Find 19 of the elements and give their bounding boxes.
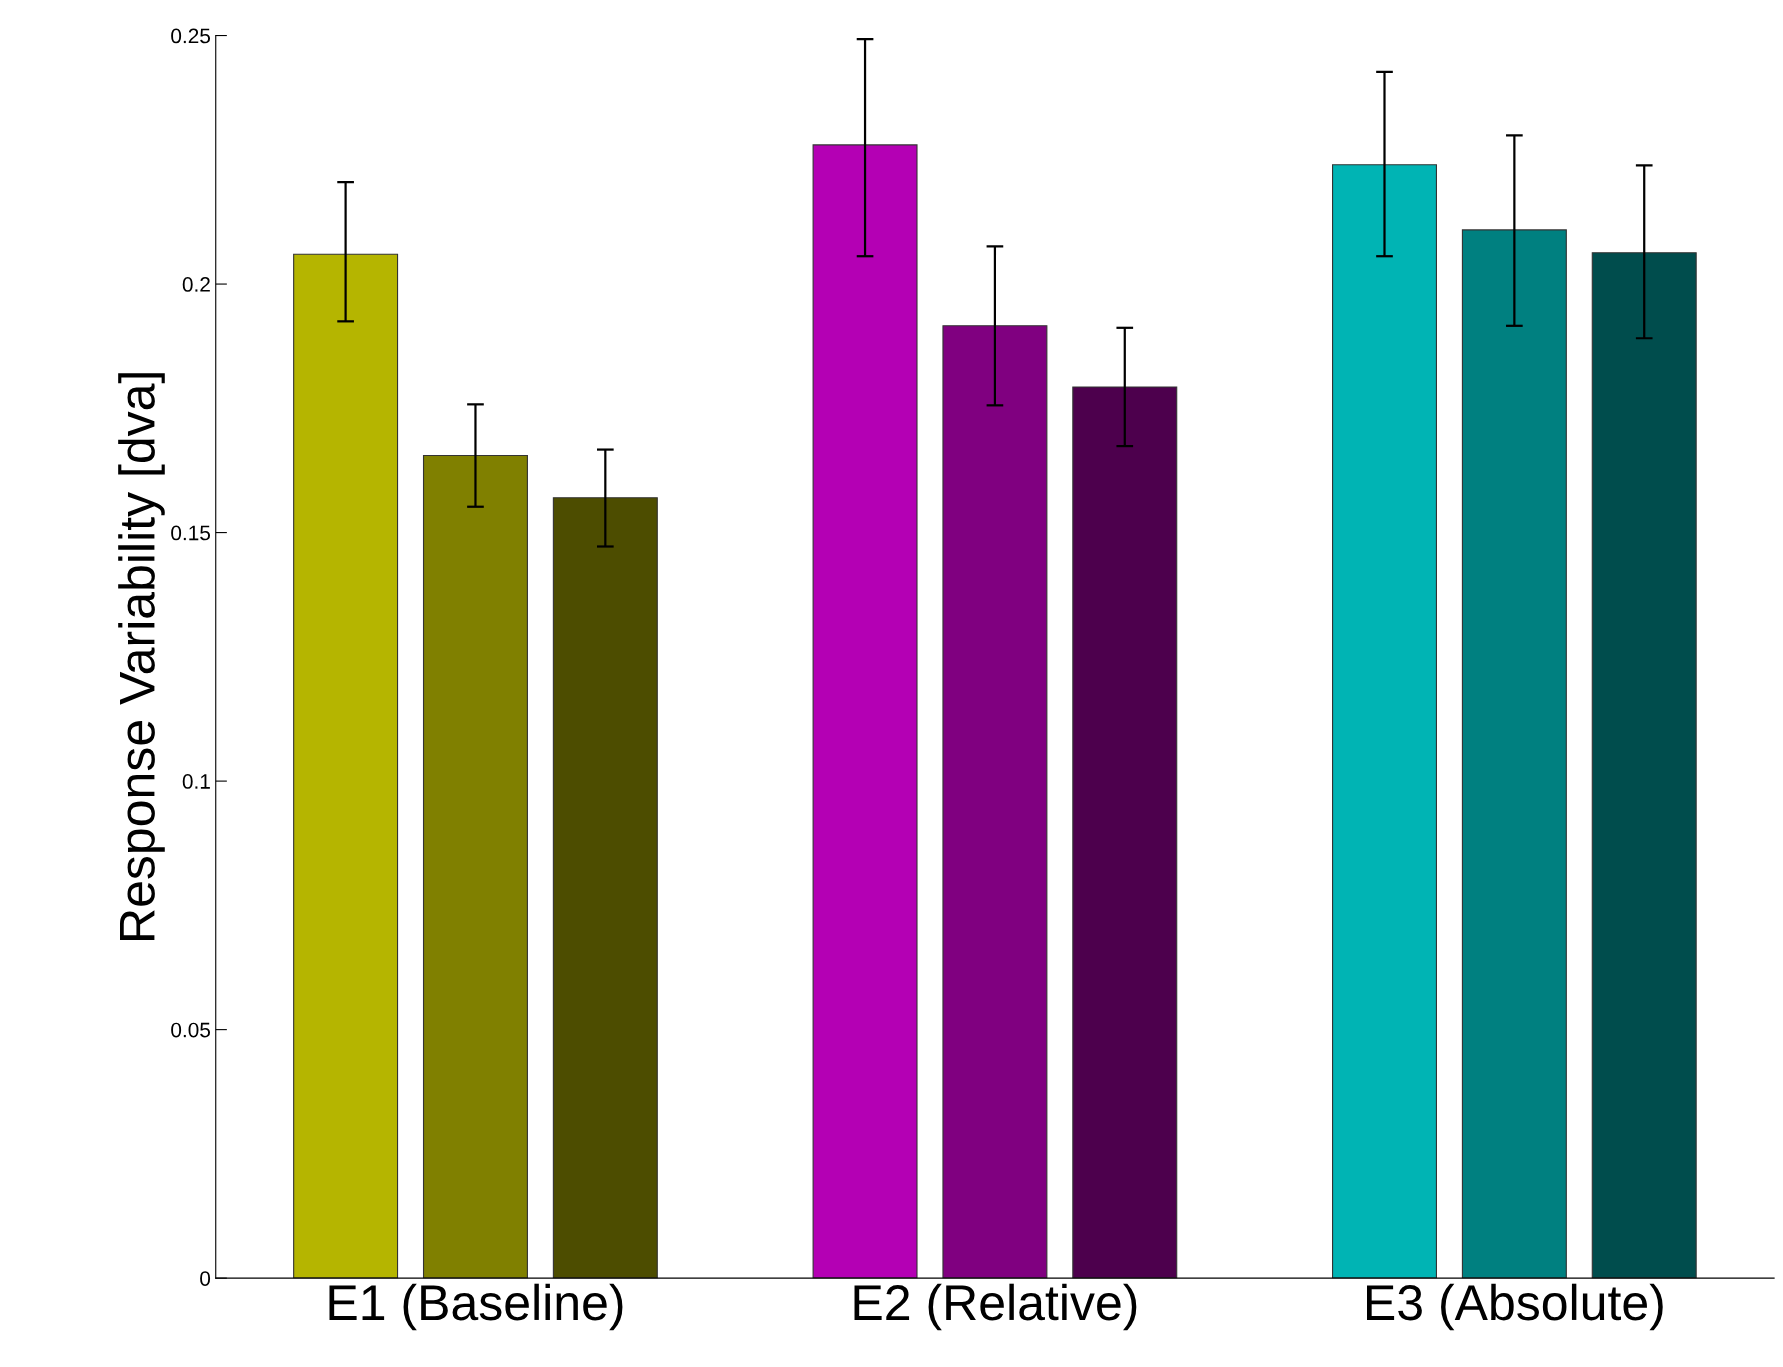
bar [1331,164,1437,1279]
bar [422,454,528,1279]
bar [812,144,918,1279]
y-tick-label: 0.1 [182,774,210,789]
x-tick-label: E2 (Relative) [854,1283,1137,1331]
y-tick-label: 0.25 [171,28,211,44]
y-tick-label: 0.15 [171,525,211,541]
y-axis-title: Response Variability [dva] [118,373,165,940]
y-tick-label: 0 [200,1271,211,1286]
y-tick-label: 0.2 [182,277,210,292]
y-tick-label: 0.05 [171,1022,211,1038]
bar [1461,229,1567,1279]
bar [552,497,658,1279]
bar [1591,252,1697,1279]
x-tick-label: E1 (Baseline) [329,1283,623,1331]
bar [942,325,1048,1279]
bar [1072,386,1178,1279]
x-tick-label: E3 (Absolute) [1367,1283,1663,1331]
bar [293,253,399,1279]
